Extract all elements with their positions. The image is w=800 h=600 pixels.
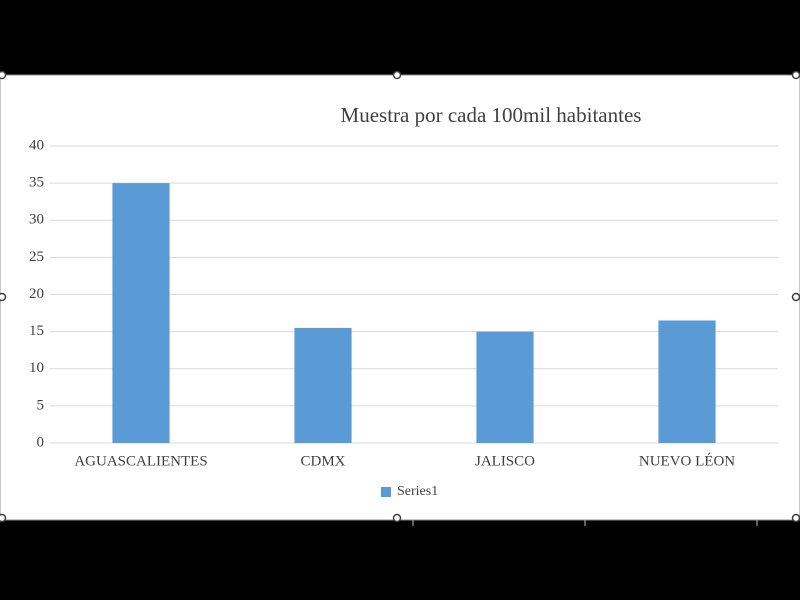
y-tick-label: 35: [29, 175, 44, 191]
handle[interactable]: [392, 513, 402, 523]
y-tick-label: 20: [29, 286, 44, 302]
handle[interactable]: [0, 292, 7, 302]
handle[interactable]: [791, 513, 800, 523]
handle[interactable]: [392, 70, 402, 80]
y-tick-label: 30: [29, 212, 44, 228]
y-tick-label: 10: [29, 360, 44, 376]
y-tick-label: 15: [29, 323, 44, 339]
legend-label: Series1: [397, 484, 438, 499]
x-tick-label: JALISCO: [475, 453, 535, 469]
bar: [658, 320, 716, 443]
x-tick-label: CDMX: [300, 453, 345, 469]
handle[interactable]: [791, 70, 800, 80]
bar: [294, 327, 352, 443]
handle[interactable]: [0, 70, 7, 80]
x-tick-label: NUEVO LÉON: [639, 452, 735, 469]
y-tick-label: 40: [29, 137, 44, 153]
bar: [476, 331, 534, 443]
x-tick-label: AGUASCALIENTES: [74, 453, 207, 469]
y-tick-label: 25: [29, 249, 44, 265]
handle[interactable]: [0, 513, 7, 523]
chart-title: Muestra por cada 100mil habitantes: [341, 103, 642, 127]
y-tick-label: 0: [37, 434, 45, 450]
handle[interactable]: [791, 292, 800, 302]
y-tick-label: 5: [37, 397, 45, 413]
bar: [112, 183, 170, 443]
legend-swatch: [381, 487, 391, 497]
